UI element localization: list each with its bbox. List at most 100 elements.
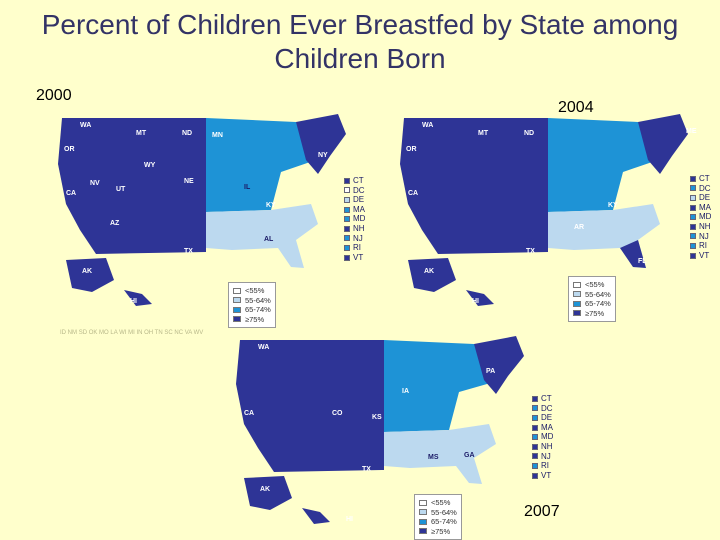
- us-shape-hawaii: [124, 290, 152, 306]
- swatch-icon: [532, 405, 538, 412]
- small-state-row: MA: [690, 203, 711, 213]
- swatch-icon: [532, 443, 538, 450]
- us-shape-west: [400, 118, 548, 254]
- swatch-icon: [233, 306, 241, 313]
- small-state-row: RI: [344, 243, 365, 253]
- state-label: AR: [574, 224, 585, 231]
- state-label: ME: [686, 128, 697, 135]
- swatch-icon: [690, 233, 696, 240]
- state-label: WA: [258, 344, 270, 351]
- state-label: KS: [372, 414, 382, 421]
- swatch-icon: [419, 528, 427, 535]
- us-shape-south: [384, 424, 496, 484]
- swatch-icon: [344, 244, 350, 251]
- small-state-row: VT: [690, 251, 711, 261]
- state-label: NY: [318, 152, 328, 159]
- state-label: AK: [82, 268, 93, 275]
- state-label: IA: [402, 388, 409, 395]
- state-label: TX: [526, 248, 535, 255]
- swatch-icon: [419, 518, 427, 525]
- legend-2000: <55% 55-64% 65-74% ≥75%: [228, 282, 276, 328]
- state-label: WA: [80, 122, 92, 129]
- state-label: WA: [422, 122, 434, 129]
- us-shape-northeast: [638, 114, 688, 174]
- state-label: CA: [66, 190, 77, 197]
- legend-entry: 65-74%: [573, 299, 611, 309]
- swatch-icon: [344, 177, 350, 184]
- swatch-icon: [344, 235, 350, 242]
- small-state-row: CT: [532, 394, 553, 404]
- us-shape-northeast: [474, 336, 524, 394]
- legend-entry: ≥75%: [573, 309, 611, 319]
- state-label: AK: [260, 486, 271, 493]
- legend-entry: 55-64%: [573, 290, 611, 300]
- state-label: GA: [464, 452, 475, 459]
- map-2007: WA CA CO KS TX IA MS GA PA AK HI: [234, 334, 534, 534]
- swatch-icon: [344, 254, 350, 261]
- swatch-icon: [532, 424, 538, 431]
- us-map-2004: [400, 114, 688, 306]
- swatch-icon: [344, 216, 350, 223]
- small-state-row: RI: [690, 241, 711, 251]
- state-label: OR: [406, 146, 417, 153]
- state-label: CO: [332, 410, 343, 417]
- swatch-icon: [690, 223, 696, 230]
- us-shape-midwest: [548, 118, 658, 212]
- map-2000: WA OR CA NV MT WY UT AZ ND NE TX MN IL K…: [56, 112, 356, 322]
- state-label: ND: [524, 130, 535, 137]
- state-abbreviations-strip: ID NM SD OK MO LA WI MI IN OH TN SC NC V…: [60, 330, 204, 336]
- small-states-list-2007: CT DC DE MA MD NH NJ RI VT: [532, 394, 553, 480]
- swatch-icon: [690, 194, 696, 201]
- small-state-row: MD: [690, 212, 711, 222]
- small-state-row: MA: [344, 205, 365, 215]
- small-state-row: RI: [532, 461, 553, 471]
- small-state-row: NJ: [532, 452, 553, 462]
- state-label: PA: [486, 368, 496, 375]
- legend-entry: <55%: [233, 286, 271, 296]
- small-state-row: NH: [690, 222, 711, 232]
- us-shape-alaska: [66, 258, 114, 292]
- swatch-icon: [344, 196, 350, 203]
- swatch-icon: [532, 414, 538, 421]
- state-label: AK: [424, 268, 435, 275]
- state-label: NV: [90, 180, 100, 187]
- legend-entry: <55%: [419, 498, 457, 508]
- state-label: HI: [130, 298, 137, 305]
- state-label: AL: [264, 236, 274, 243]
- small-state-row: MD: [532, 432, 553, 442]
- map-2004: WA OR CA MT ND TX AR KY FL ME AK HI: [398, 112, 698, 322]
- state-label: TX: [362, 466, 371, 473]
- state-label: WY: [144, 162, 156, 169]
- state-label: HI: [472, 298, 479, 305]
- small-state-row: MD: [344, 214, 365, 224]
- us-shape-southeast: [620, 240, 646, 268]
- swatch-icon: [573, 310, 581, 317]
- legend-entry: 65-74%: [233, 305, 271, 315]
- small-state-row: VT: [344, 253, 365, 263]
- swatch-icon: [690, 204, 696, 211]
- small-state-row: CT: [344, 176, 365, 186]
- state-label: AZ: [110, 220, 120, 227]
- year-label-2000: 2000: [36, 87, 72, 104]
- swatch-icon: [690, 214, 696, 221]
- swatch-icon: [344, 206, 350, 213]
- small-states-list-2004: CT DC DE MA MD NH NJ RI VT: [690, 174, 711, 260]
- chart-title: Percent of Children Ever Breastfed by St…: [41, 9, 679, 74]
- state-label: TX: [184, 248, 193, 255]
- legend-entry: 55-64%: [233, 296, 271, 306]
- state-label: UT: [116, 186, 126, 193]
- us-map-2000: [58, 114, 346, 306]
- small-state-row: DE: [344, 195, 365, 205]
- legend-entry: ≥75%: [419, 527, 457, 537]
- us-shape-midwest: [384, 340, 494, 432]
- small-state-row: MA: [532, 423, 553, 433]
- us-shape-south: [206, 204, 318, 268]
- swatch-icon: [690, 185, 696, 192]
- us-shape-west: [58, 118, 206, 254]
- state-label: MT: [478, 130, 489, 137]
- small-state-row: NJ: [690, 232, 711, 242]
- us-shape-hawaii: [302, 508, 330, 524]
- legend-2004: <55% 55-64% 65-74% ≥75%: [568, 276, 616, 322]
- us-shape-alaska: [408, 258, 456, 292]
- swatch-icon: [573, 300, 581, 307]
